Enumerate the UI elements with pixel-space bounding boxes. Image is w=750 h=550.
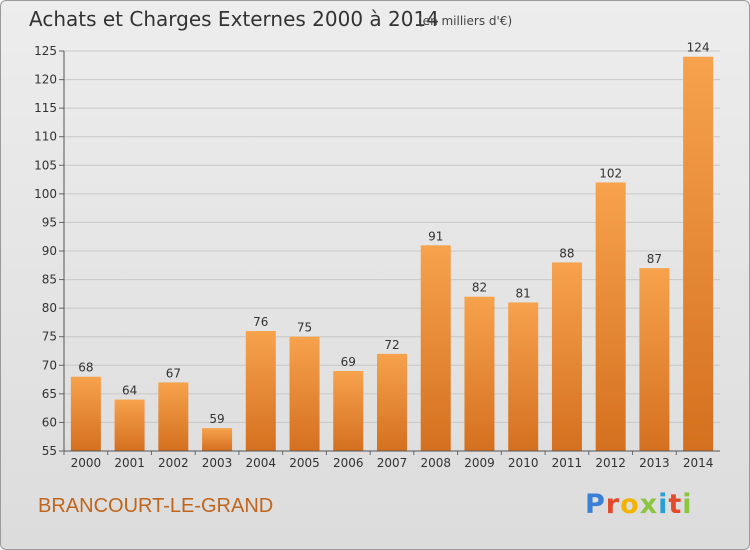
x-tick-label: 2013 xyxy=(639,456,670,470)
bar-value-label: 102 xyxy=(599,166,622,180)
x-tick-label: 2008 xyxy=(420,456,451,470)
bar-2006 xyxy=(333,371,364,451)
x-tick-label: 2000 xyxy=(71,456,102,470)
logo-letter: r xyxy=(605,489,621,520)
y-tick-label: 115 xyxy=(34,101,57,115)
y-tick-label: 120 xyxy=(34,73,57,87)
bar-2011 xyxy=(551,262,582,451)
bar-value-label: 64 xyxy=(122,384,137,398)
x-tick-label: 2014 xyxy=(683,456,714,470)
bar-value-label: 81 xyxy=(516,286,531,300)
x-tick-label: 2001 xyxy=(114,456,145,470)
y-tick-label: 85 xyxy=(42,273,57,287)
bar-2012 xyxy=(595,182,626,451)
x-tick-label: 2007 xyxy=(377,456,408,470)
y-tick-label: 65 xyxy=(42,387,57,401)
y-tick-label: 60 xyxy=(42,415,57,429)
bar-2004 xyxy=(245,331,276,451)
x-tick-label: 2011 xyxy=(552,456,583,470)
y-tick-label: 110 xyxy=(34,130,57,144)
bar-value-label: 72 xyxy=(384,338,399,352)
bar-value-label: 82 xyxy=(472,281,487,295)
bar-2008 xyxy=(420,245,451,451)
bar-2014 xyxy=(683,56,714,451)
bar-2000 xyxy=(70,376,101,451)
x-tick-label: 2009 xyxy=(464,456,495,470)
logo-letter: i xyxy=(682,489,693,520)
y-tick-label: 105 xyxy=(34,158,57,172)
bar-2007 xyxy=(377,353,407,451)
bar-value-label: 59 xyxy=(209,412,224,426)
bar-2003 xyxy=(202,428,233,451)
x-tick-label: 2006 xyxy=(333,456,364,470)
logo-letter: o xyxy=(620,489,640,520)
bar-value-label: 75 xyxy=(297,321,312,335)
x-tick-label: 2012 xyxy=(595,456,626,470)
y-tick-label: 80 xyxy=(42,301,57,315)
logo-letter: P xyxy=(585,489,606,520)
bar-2005 xyxy=(289,336,320,451)
bar-2001 xyxy=(114,399,145,451)
chart-title: Achats et Charges Externes 2000 à 2014 xyxy=(29,7,439,31)
bar-2013 xyxy=(639,268,670,451)
bar-value-label: 88 xyxy=(559,246,574,260)
x-tick-label: 2003 xyxy=(202,456,233,470)
y-tick-label: 55 xyxy=(42,444,57,458)
bar-value-label: 76 xyxy=(253,315,268,329)
x-tick-label: 2010 xyxy=(508,456,539,470)
x-tick-label: 2002 xyxy=(158,456,189,470)
logo-letter: t xyxy=(668,489,683,520)
y-tick-label: 90 xyxy=(42,244,57,258)
bar-value-label: 87 xyxy=(647,252,662,266)
y-tick-label: 95 xyxy=(42,215,57,229)
bar-value-label: 67 xyxy=(166,366,181,380)
y-tick-label: 100 xyxy=(34,187,57,201)
logo-letter: x xyxy=(639,489,659,520)
bar-value-label: 91 xyxy=(428,229,443,243)
bar-2010 xyxy=(508,302,539,451)
y-tick-label: 75 xyxy=(42,330,57,344)
bar-2002 xyxy=(158,382,189,451)
bar-value-label: 68 xyxy=(78,361,93,375)
y-tick-label: 70 xyxy=(42,358,57,372)
x-tick-label: 2005 xyxy=(289,456,320,470)
bar-value-label: 124 xyxy=(687,41,710,55)
bar-value-label: 69 xyxy=(341,355,356,369)
place-name: BRANCOURT-LE-GRAND xyxy=(38,495,274,517)
proxiti-logo: Proxiti xyxy=(585,489,693,520)
y-tick-label: 125 xyxy=(34,44,57,58)
bar-2009 xyxy=(464,296,495,451)
logo-letter: i xyxy=(658,489,669,520)
x-tick-label: 2004 xyxy=(246,456,277,470)
chart-unit: (en milliers d'€) xyxy=(418,14,513,28)
